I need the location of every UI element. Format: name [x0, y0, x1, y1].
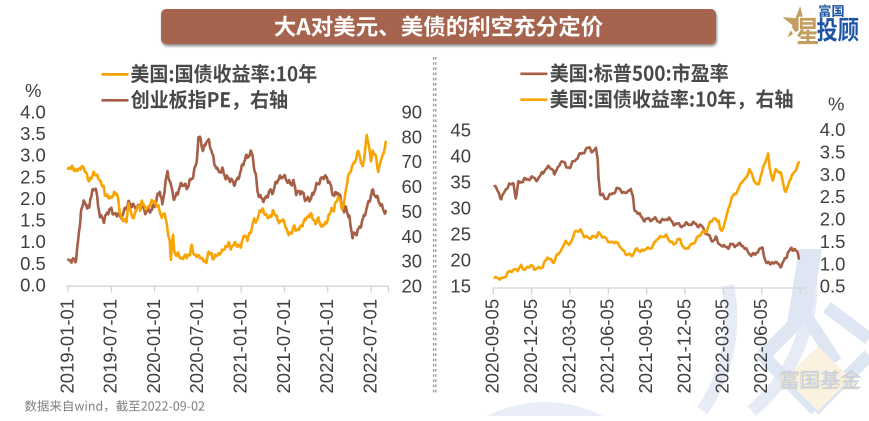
svg-text:2.5: 2.5: [820, 186, 846, 207]
svg-text:90: 90: [402, 102, 423, 123]
svg-text:4.0: 4.0: [820, 119, 846, 140]
svg-text:4.0: 4.0: [20, 101, 46, 122]
svg-text:3.5: 3.5: [20, 123, 46, 144]
svg-text:2.0: 2.0: [820, 209, 846, 230]
svg-text:2020-09-05: 2020-09-05: [482, 299, 503, 394]
svg-text:3.0: 3.0: [20, 145, 46, 166]
svg-text:50: 50: [402, 201, 423, 222]
svg-text:2021-09-05: 2021-09-05: [635, 299, 656, 394]
svg-text:2021-07-01: 2021-07-01: [273, 299, 294, 394]
svg-text:1.0: 1.0: [20, 231, 46, 252]
svg-text:0.5: 0.5: [820, 276, 846, 297]
svg-text:40: 40: [450, 146, 471, 167]
svg-text:80: 80: [402, 126, 423, 147]
svg-text:0.0: 0.0: [20, 275, 46, 296]
svg-text:30: 30: [450, 198, 471, 219]
svg-text:20: 20: [450, 250, 471, 271]
svg-text:2022-06-05: 2022-06-05: [750, 299, 771, 394]
svg-text:3.5: 3.5: [820, 142, 846, 163]
svg-text:%: %: [828, 94, 844, 115]
svg-text:2022-01-01: 2022-01-01: [316, 299, 337, 394]
svg-text:30: 30: [402, 251, 423, 272]
svg-text:15: 15: [450, 276, 471, 297]
svg-text:%: %: [25, 80, 41, 101]
svg-text:2019-01-01: 2019-01-01: [56, 299, 77, 394]
svg-text:70: 70: [402, 151, 423, 172]
svg-text:25: 25: [450, 224, 471, 245]
svg-text:2021-01-01: 2021-01-01: [230, 299, 251, 394]
svg-text:0.5: 0.5: [20, 253, 46, 274]
svg-text:2020-07-01: 2020-07-01: [186, 299, 207, 394]
svg-text:2021-12-05: 2021-12-05: [673, 299, 694, 394]
svg-text:2020-12-05: 2020-12-05: [520, 299, 541, 394]
svg-text:2021-03-05: 2021-03-05: [558, 299, 579, 394]
svg-text:1.5: 1.5: [820, 231, 846, 252]
svg-text:2021-06-05: 2021-06-05: [597, 299, 618, 394]
svg-text:2022-07-01: 2022-07-01: [359, 299, 380, 394]
svg-text:60: 60: [402, 176, 423, 197]
svg-text:2020-01-01: 2020-01-01: [143, 299, 164, 394]
svg-text:35: 35: [450, 172, 471, 193]
svg-text:2.5: 2.5: [20, 166, 46, 187]
svg-text:40: 40: [402, 226, 423, 247]
svg-text:2.0: 2.0: [20, 188, 46, 209]
svg-text:20: 20: [402, 276, 423, 297]
svg-text:3.0: 3.0: [820, 164, 846, 185]
svg-text:2019-07-01: 2019-07-01: [100, 299, 121, 394]
svg-text:45: 45: [450, 120, 471, 141]
svg-text:1.0: 1.0: [820, 253, 846, 274]
svg-text:2022-03-05: 2022-03-05: [712, 299, 733, 394]
svg-text:1.5: 1.5: [20, 210, 46, 231]
